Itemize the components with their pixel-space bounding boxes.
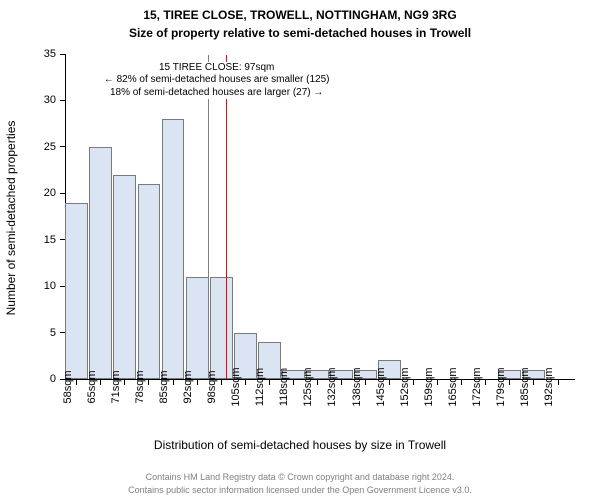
x-tick-label: 165sqm — [447, 367, 459, 406]
reference-line — [226, 55, 227, 379]
x-tick-label: 105sqm — [230, 367, 242, 406]
y-tick-label: 0 — [50, 373, 56, 385]
x-tick-label: 125sqm — [302, 367, 314, 406]
annotation-box: 15 TIREE CLOSE: 97sqm← 82% of semi-detac… — [104, 62, 330, 100]
x-axis-label: Distribution of semi-detached houses by … — [0, 438, 600, 452]
histogram-bar — [65, 203, 88, 379]
chart-title-line1: 15, TIREE CLOSE, TROWELL, NOTTINGHAM, NG… — [0, 8, 600, 22]
y-tick-label: 35 — [44, 48, 56, 60]
plot-area: 0510152025303558sqm65sqm71sqm78sqm85sqm9… — [65, 55, 575, 380]
histogram-bar — [89, 147, 112, 379]
y-tick-label: 5 — [50, 327, 56, 339]
chart-title-line2: Size of property relative to semi-detach… — [0, 26, 600, 40]
x-tick-label: 172sqm — [471, 367, 483, 406]
x-tick-label: 152sqm — [399, 367, 411, 406]
x-tick-label: 65sqm — [86, 370, 98, 403]
x-tick-label: 85sqm — [158, 370, 170, 403]
footer-line1: Contains HM Land Registry data © Crown c… — [0, 472, 600, 482]
x-tick-label: 138sqm — [351, 367, 363, 406]
annotation-line: 15 TIREE CLOSE: 97sqm — [104, 62, 330, 75]
histogram-bar — [186, 277, 209, 379]
x-tick-label: 118sqm — [278, 368, 290, 406]
annotation-line: ← 82% of semi-detached houses are smalle… — [104, 74, 330, 87]
x-tick-label: 159sqm — [423, 367, 435, 406]
x-tick-label: 92sqm — [182, 370, 194, 403]
annotation-line: 18% of semi-detached houses are larger (… — [104, 87, 330, 100]
histogram-bar — [138, 184, 161, 379]
x-tick-label: 179sqm — [495, 367, 507, 406]
histogram-bar — [113, 175, 136, 379]
y-axis-label: Number of semi-detached properties — [4, 120, 18, 315]
y-tick-label: 30 — [44, 94, 56, 106]
x-tick-label: 71sqm — [110, 370, 122, 403]
y-tick-label: 15 — [44, 234, 56, 246]
x-tick-label: 78sqm — [134, 370, 146, 403]
y-tick-label: 20 — [44, 187, 56, 199]
y-tick-label: 25 — [44, 141, 56, 153]
x-tick-label: 112sqm — [254, 368, 266, 406]
y-tick-label: 10 — [44, 280, 56, 292]
x-tick-label: 185sqm — [519, 367, 531, 406]
x-tick-label: 58sqm — [62, 370, 74, 403]
x-tick-label: 145sqm — [375, 367, 387, 406]
histogram-bar — [210, 277, 233, 379]
footer-line2: Contains public sector information licen… — [0, 485, 600, 495]
histogram-bar — [162, 119, 185, 379]
reference-line — [208, 55, 209, 379]
x-tick-label: 132sqm — [326, 367, 338, 406]
x-tick-label: 192sqm — [543, 367, 555, 406]
chart-container: 15, TIREE CLOSE, TROWELL, NOTTINGHAM, NG… — [0, 0, 600, 500]
